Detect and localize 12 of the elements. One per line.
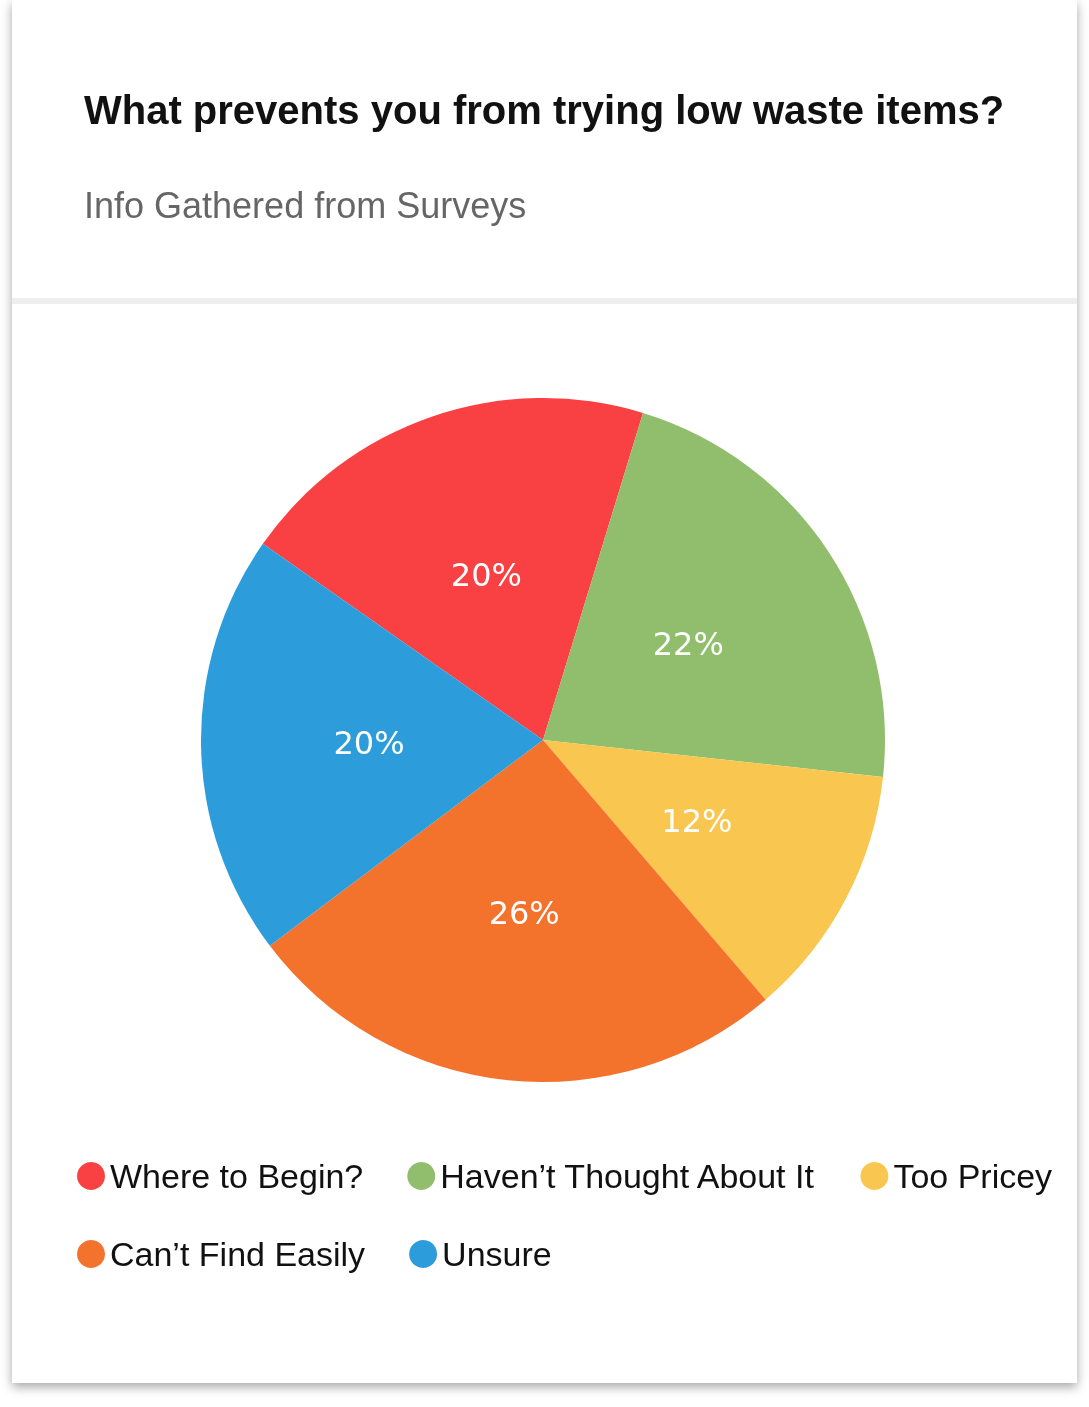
chart-title: What prevents you from trying low waste items? <box>84 88 1005 133</box>
legend-label: Too Pricey <box>893 1157 1053 1195</box>
data-label: 26% <box>488 893 560 932</box>
data-label: 12% <box>661 802 733 841</box>
legend-label: Unsure <box>442 1235 552 1273</box>
chart-subtitle: Info Gathered from Surveys <box>84 185 527 227</box>
data-label: 20% <box>333 724 405 763</box>
legend-label: Haven’t Thought About It <box>440 1157 815 1195</box>
legend-label: Can’t Find Easily <box>110 1235 366 1273</box>
data-label: 22% <box>652 625 724 664</box>
legend-label: Where to Begin? <box>110 1157 364 1195</box>
data-label: 20% <box>450 556 522 595</box>
